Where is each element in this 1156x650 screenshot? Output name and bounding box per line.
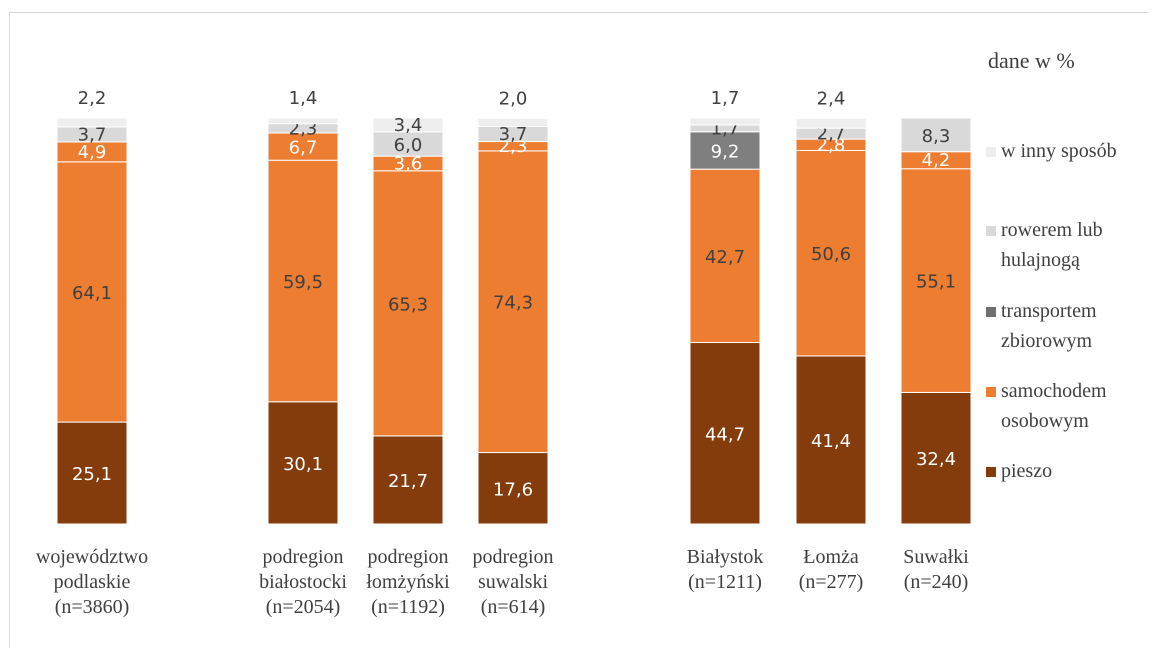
data-label: 6,7 xyxy=(289,138,318,159)
data-label: 2,8 xyxy=(817,135,846,156)
category-label: (n=2054) xyxy=(266,596,341,618)
bar-segment xyxy=(372,117,444,133)
category-label: (n=1192) xyxy=(371,596,445,618)
legend-label: w inny sposób xyxy=(1001,140,1117,162)
bar-segment xyxy=(689,168,761,344)
data-label: 4,9 xyxy=(78,142,107,163)
bar-segment xyxy=(900,168,972,393)
data-label: 55,1 xyxy=(916,272,956,293)
bar-segment xyxy=(267,401,339,525)
data-label: 8,3 xyxy=(922,126,951,147)
data-label: 41,4 xyxy=(811,431,851,452)
data-label: 2,4 xyxy=(817,88,846,109)
category-label: (n=1211) xyxy=(688,571,762,593)
category-label: (n=614) xyxy=(481,596,546,618)
data-label: 3,6 xyxy=(394,153,423,174)
bar-segment xyxy=(689,117,761,126)
legend-swatch xyxy=(986,387,996,397)
data-label: 1,4 xyxy=(289,88,318,109)
category-label: Białystok xyxy=(687,546,764,568)
data-label: 64,1 xyxy=(72,283,112,304)
data-label: 74,3 xyxy=(493,293,533,314)
category-label: podlaskie xyxy=(54,571,131,593)
unit-label: dane w % xyxy=(988,48,1075,73)
category-label: łomżyński xyxy=(366,571,450,593)
bar-segment xyxy=(267,117,339,125)
bar-segment xyxy=(477,452,549,525)
bar-segment xyxy=(900,117,972,153)
data-label: 21,7 xyxy=(388,471,428,492)
data-label: 30,1 xyxy=(283,454,323,475)
data-label: 17,6 xyxy=(493,479,533,500)
category-label: białostocki xyxy=(259,571,347,593)
bar-segment xyxy=(267,159,339,403)
legend-label: rowerem lub xyxy=(1001,219,1103,241)
bar-segment xyxy=(795,117,867,129)
bar-segment xyxy=(795,149,867,357)
data-label: 3,4 xyxy=(394,115,423,136)
category-label: (n=240) xyxy=(904,571,969,593)
bar-segment xyxy=(689,131,761,170)
data-label: 9,2 xyxy=(711,141,740,162)
data-label: 65,3 xyxy=(388,294,428,315)
data-label: 4,2 xyxy=(922,150,951,171)
bar-segment xyxy=(477,117,549,128)
data-label: 2,7 xyxy=(817,124,846,145)
data-label: 3,7 xyxy=(499,124,528,145)
legend-swatch xyxy=(986,147,996,157)
category-label: (n=277) xyxy=(799,571,864,593)
category-label: podregion xyxy=(472,546,553,568)
legend-label: pieszo xyxy=(1001,460,1052,482)
legend-label: zbiorowym xyxy=(1001,330,1093,352)
bar-segment xyxy=(267,132,339,161)
legend-label: hulajnogą xyxy=(1001,249,1081,271)
data-label: 2,2 xyxy=(78,88,107,109)
data-label: 6,0 xyxy=(394,135,423,156)
category-label: podregion xyxy=(367,546,448,568)
category-label: województwo xyxy=(36,546,148,568)
bar-segment xyxy=(372,435,444,525)
category-label: (n=3860) xyxy=(55,596,130,618)
category-label: suwalski xyxy=(478,571,548,593)
bar-segment xyxy=(56,117,128,128)
data-label: 2,0 xyxy=(499,88,528,109)
bar-segment xyxy=(56,421,128,525)
data-label: 44,7 xyxy=(705,424,745,445)
legend-label: osobowym xyxy=(1001,410,1089,432)
legend-label: samochodem xyxy=(1001,380,1107,402)
legend-swatch xyxy=(986,467,996,477)
bar-segment xyxy=(795,355,867,525)
category-label: podregion xyxy=(262,546,343,568)
legend-swatch xyxy=(986,226,996,236)
category-label: Suwałki xyxy=(903,546,969,568)
category-label: Łomża xyxy=(803,546,859,568)
bar-segment xyxy=(477,150,549,454)
data-label: 59,5 xyxy=(283,272,323,293)
legend-swatch xyxy=(986,307,996,317)
legend-label: transportem xyxy=(1001,300,1097,322)
bar-segment xyxy=(56,161,128,423)
bar-segment xyxy=(900,391,972,525)
data-label: 25,1 xyxy=(72,464,112,485)
data-label: 42,7 xyxy=(705,247,745,268)
chart-frame xyxy=(9,12,1149,648)
data-label: 1,7 xyxy=(711,88,740,109)
data-label: 3,7 xyxy=(78,124,107,145)
bar-segment xyxy=(689,342,761,525)
data-label: 50,6 xyxy=(811,244,851,265)
bar-segment xyxy=(372,170,444,437)
data-label: 32,4 xyxy=(916,449,956,470)
